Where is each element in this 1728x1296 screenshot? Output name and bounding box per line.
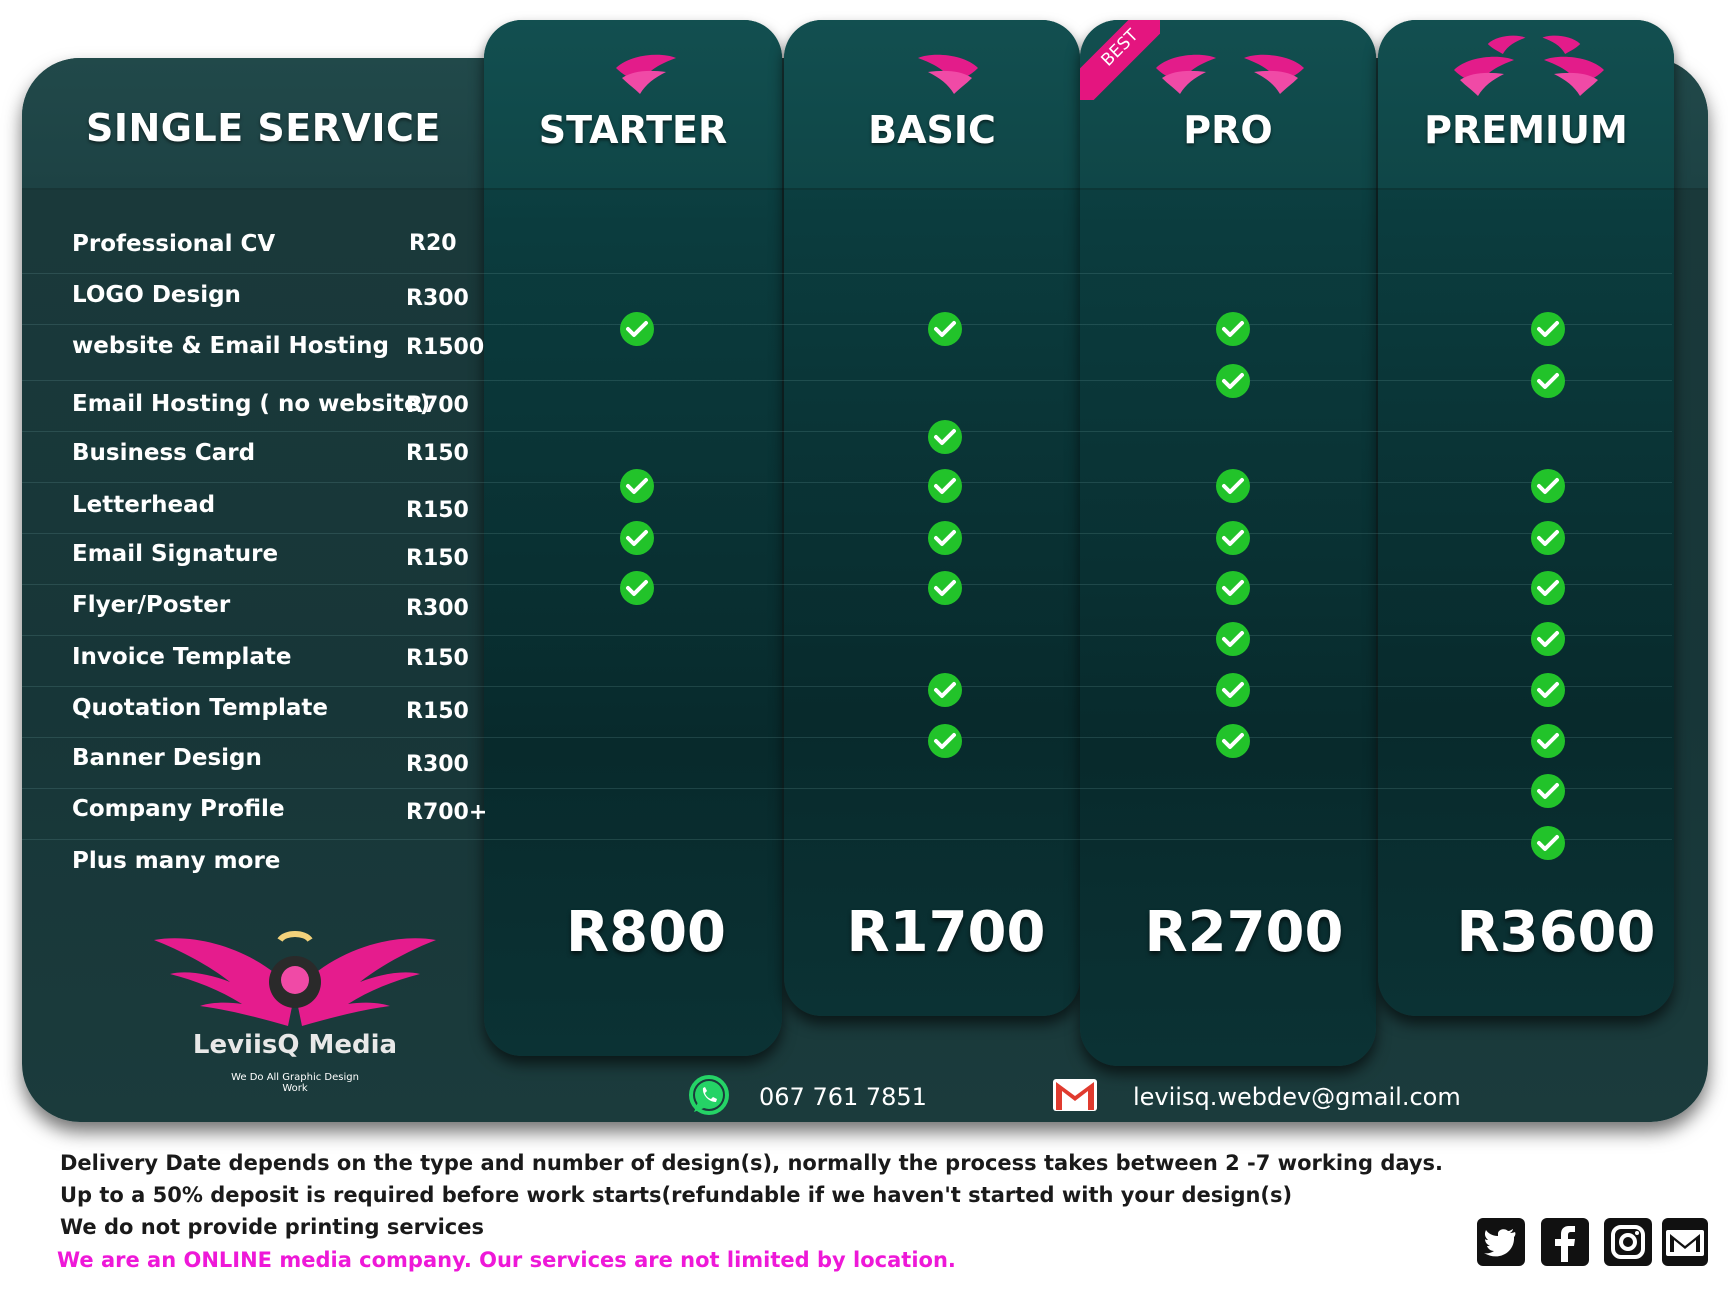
plan-title-premium: PREMIUM [1424,108,1628,152]
check-icon [1531,364,1565,398]
service-price: R700+ [406,800,488,825]
service-price: R300 [406,752,469,777]
check-icon [1216,521,1250,555]
check-icon [1216,364,1250,398]
service-price: R300 [406,596,469,621]
twitter-icon[interactable] [1477,1218,1525,1266]
service-price: R1500 [406,335,485,360]
plan-column-basic: BASIC [784,20,1080,1016]
check-icon [1531,774,1565,808]
footer-note-printing: We do not provide printing services [60,1215,484,1239]
service-name: Letterhead [72,492,216,518]
check-icon [620,469,654,503]
check-icon [928,724,962,758]
check-icon [1216,571,1250,605]
check-icon [928,312,962,346]
plan-title-pro: PRO [1183,108,1273,152]
wing-icon [616,54,676,94]
brand-name: LeviisQ Media [192,1030,398,1060]
service-name: Business Card [72,440,256,466]
wing-icon [1244,54,1304,94]
service-price: R700 [406,393,469,418]
service-name: Invoice Template [72,644,292,670]
check-icon [928,571,962,605]
wing-icon [918,54,978,94]
plan-price-pro: R2700 [1144,900,1344,965]
service-name: Email Hosting ( no website) [72,391,431,417]
check-icon [1531,521,1565,555]
whatsapp-icon[interactable] [688,1074,730,1116]
check-icon [928,521,962,555]
service-name: website & Email Hosting [72,333,389,359]
service-name: Professional CV [72,231,276,257]
service-name: Plus many more [72,848,281,874]
check-icon [928,673,962,707]
check-icon [1216,622,1250,656]
facebook-icon[interactable] [1541,1218,1589,1266]
brand-tagline: We Do All Graphic Design Work [231,1072,359,1094]
check-icon [1216,673,1250,707]
service-price: R20 [409,231,457,256]
check-icon [1531,724,1565,758]
check-icon [620,312,654,346]
service-name: Flyer/Poster [72,592,231,618]
check-icon [1531,622,1565,656]
check-icon [1531,673,1565,707]
wing-icon [1542,35,1581,55]
footer-note-delivery: Delivery Date depends on the type and nu… [60,1151,1444,1175]
check-icon [620,521,654,555]
service-name: Quotation Template [72,695,328,721]
check-icon [1531,826,1565,860]
plan-title-starter: STARTER [538,108,728,152]
wing-icon [1156,54,1216,94]
service-price: R150 [406,699,469,724]
service-price: R150 [406,441,469,466]
wing-icon [1544,56,1604,96]
plan-price-starter: R800 [565,900,726,965]
check-icon [1216,724,1250,758]
brand-logo [154,931,436,1026]
service-price: R300 [406,286,469,311]
check-icon [1531,312,1565,346]
check-icon [1216,312,1250,346]
footer-note-online: We are an ONLINE media company. Our serv… [57,1248,956,1272]
service-name: Email Signature [72,541,279,567]
plan-column-premium: PREMIUM [1378,20,1674,1016]
check-icon [928,420,962,454]
check-icon [1216,469,1250,503]
check-icon [1531,571,1565,605]
service-price: R150 [406,498,469,523]
plan-column-pro: PRO [1080,20,1376,1066]
check-icon [1531,469,1565,503]
mail-icon[interactable] [1662,1218,1708,1266]
single-service-title: SINGLE SERVICE [86,106,441,150]
contact-phone[interactable]: 067 761 7851 [759,1083,927,1111]
service-name: Company Profile [72,796,285,822]
gmail-icon[interactable] [1052,1078,1098,1112]
contact-email[interactable]: leviisq.webdev@gmail.com [1133,1083,1461,1111]
service-price: R150 [406,546,469,571]
check-icon [928,469,962,503]
service-name: Banner Design [72,745,262,771]
footer-note-deposit: Up to a 50% deposit is required before w… [60,1183,1293,1207]
check-icon [620,571,654,605]
best-ribbon: BEST [1080,20,1160,100]
plan-title-basic: BASIC [868,108,996,152]
plan-price-basic: R1700 [846,900,1046,965]
plan-price-premium: R3600 [1456,900,1656,965]
wing-icon [1454,56,1514,96]
instagram-icon[interactable] [1604,1218,1652,1266]
service-price: R150 [406,646,469,671]
wing-icon [1487,35,1526,55]
service-name: LOGO Design [72,282,241,308]
